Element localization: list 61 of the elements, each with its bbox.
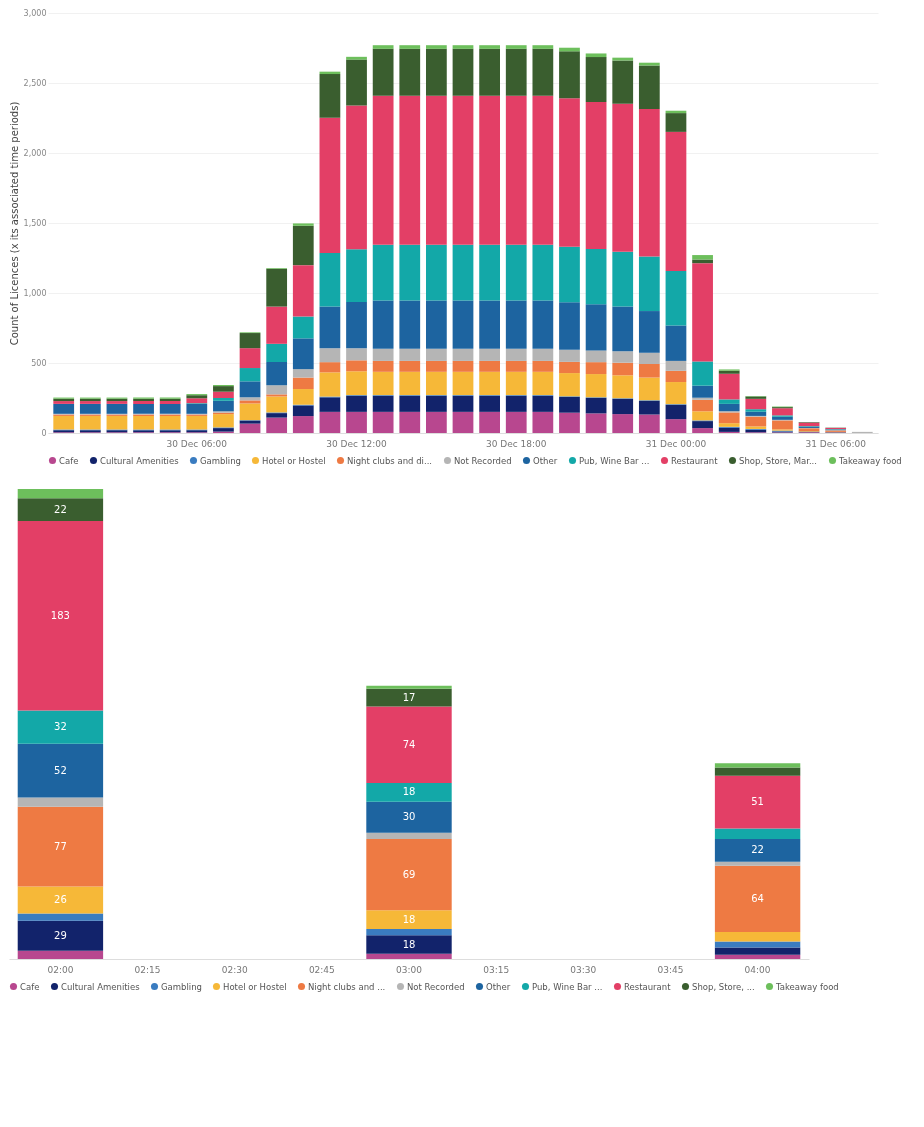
legend-label: Cafe: [20, 981, 40, 992]
legend-label: Takeaway food: [775, 981, 839, 992]
y-tick-label: 1,500: [23, 218, 47, 228]
data-label: 18: [402, 938, 416, 950]
data-label: 32: [54, 721, 67, 733]
data-label: 183: [50, 609, 70, 621]
x-tick-label: 03:15: [483, 964, 510, 975]
legend-label: Pub, Wine Bar ...: [532, 981, 603, 992]
y-tick-label: 2,500: [23, 78, 47, 88]
data-label: 18: [402, 786, 416, 798]
y-tick-label: 2,000: [23, 148, 47, 158]
data-label: 51: [751, 796, 764, 808]
legend-label: Gambling: [200, 455, 241, 466]
data-label: 77: [54, 840, 67, 852]
x-tick-label: 02:45: [308, 964, 335, 975]
data-label: 22: [54, 503, 67, 515]
legend-label: Other: [533, 455, 558, 466]
data-label: 74: [402, 738, 416, 750]
x-tick-label: 30 Dec 06:00: [166, 438, 228, 449]
x-tick-label: 03:30: [570, 964, 597, 975]
y-axis-title: Count of Licences (x its associated time periods): [8, 101, 20, 346]
legend-label: Hotel or Hostel: [262, 455, 326, 466]
legend-label: Pub, Wine Bar ...: [579, 455, 650, 466]
legend-label: Shop, Store, ...: [692, 981, 755, 992]
legend-label: Not Recorded: [454, 455, 512, 466]
x-tick-label: 30 Dec 18:00: [485, 438, 547, 449]
legend-label: Night clubs and ...: [308, 981, 386, 992]
data-label: 22: [751, 844, 764, 856]
legend-label: Cafe: [59, 455, 79, 466]
x-tick-label: 02:30: [221, 964, 248, 975]
x-tick-label: 02:00: [47, 964, 74, 975]
x-tick-label: 04:00: [744, 964, 771, 975]
data-label: 69: [402, 868, 416, 880]
legend-label: Other: [486, 981, 511, 992]
y-tick-label: 0: [41, 428, 47, 438]
legend-label: Cultural Amenities: [100, 455, 180, 466]
data-label: 18: [402, 913, 416, 925]
y-tick-label: 3,000: [23, 8, 47, 18]
x-tick-label: 02:15: [134, 964, 161, 975]
data-label: 64: [751, 892, 764, 904]
data-label: 26: [54, 893, 67, 905]
data-label: 29: [54, 929, 67, 941]
x-tick-label: 30 Dec 12:00: [326, 438, 388, 449]
legend-label: Night clubs and di...: [347, 455, 433, 466]
legend-label: Takeaway food: [838, 455, 902, 466]
data-label: 17: [402, 691, 416, 703]
legend-label: Hotel or Hostel: [223, 981, 287, 992]
legend-label: Cultural Amenities: [61, 981, 141, 992]
legend-label: Restaurant: [624, 981, 672, 992]
x-tick-label: 03:00: [396, 964, 423, 975]
legend-label: Restaurant: [671, 455, 719, 466]
data-label: 52: [54, 764, 67, 776]
x-tick-label: 31 Dec 00:00: [645, 438, 707, 449]
y-tick-label: 500: [31, 358, 47, 368]
legend-label: Shop, Store, Mar...: [739, 455, 818, 466]
y-tick-label: 1,000: [23, 288, 47, 298]
legend-label: Not Recorded: [407, 981, 465, 992]
x-tick-label: 03:45: [657, 964, 684, 975]
data-label: 30: [402, 811, 416, 823]
legend-label: Gambling: [161, 981, 202, 992]
x-tick-label: 31 Dec 06:00: [805, 438, 867, 449]
